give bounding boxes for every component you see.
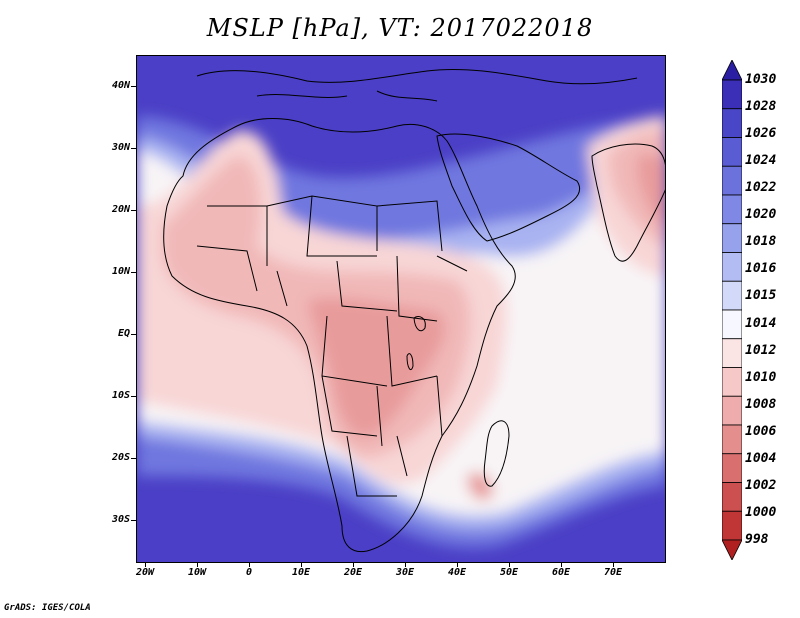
lat-label: 10S — [111, 390, 130, 401]
colorbar-level-label: 1002 — [745, 477, 777, 493]
lon-tick — [197, 563, 198, 567]
lon-label: 20E — [343, 567, 363, 578]
lat-label: 40N — [111, 80, 130, 91]
lat-label: 30N — [111, 142, 130, 153]
arabia-outline — [436, 133, 580, 242]
lon-tick — [249, 563, 250, 567]
pressure-map — [136, 55, 666, 563]
colorbar-cell — [722, 367, 742, 397]
india-outline — [591, 143, 665, 262]
lat-tick — [131, 272, 136, 273]
lon-tick — [457, 563, 458, 567]
colorbar-cell — [722, 79, 742, 110]
lon-label: 10E — [291, 567, 311, 578]
colorbar-cell — [722, 223, 742, 253]
lat-tick — [131, 148, 136, 149]
colorbar-level-label: 1004 — [745, 450, 777, 466]
colorbar-level-label: 1010 — [745, 369, 777, 385]
colorbar-cell — [722, 510, 742, 541]
lon-tick — [561, 563, 562, 567]
lat-label: 20S — [111, 452, 130, 463]
lat-label: EQ — [117, 328, 130, 339]
lon-label: 20W — [135, 567, 155, 578]
colorbar-level-label: 1018 — [745, 234, 777, 250]
lat-label: 20N — [111, 204, 130, 215]
lon-label: 70E — [603, 567, 623, 578]
lon-label: 30E — [395, 567, 415, 578]
colorbar-cell — [722, 424, 742, 455]
africa-coastline — [163, 118, 516, 553]
colorbar-cell — [722, 395, 742, 426]
colorbar-bottom-arrow — [722, 539, 742, 560]
colorbar — [722, 60, 742, 560]
lon-label: 0 — [245, 567, 253, 578]
lat-label: 10N — [111, 266, 130, 277]
colorbar-level-label: 998 — [745, 532, 769, 547]
colorbar-cell — [722, 137, 742, 167]
colorbar-cell — [722, 309, 742, 340]
colorbar-level-label: 1030 — [745, 72, 777, 87]
colorbar-level-label: 1028 — [745, 99, 777, 115]
colorbar-level-label: 1012 — [745, 342, 777, 358]
colorbar-cell — [722, 194, 742, 225]
colorbar-level-label: 1008 — [745, 396, 777, 412]
europe-coast-outline — [196, 68, 638, 102]
lat-tick — [131, 520, 136, 521]
lon-tick — [353, 563, 354, 567]
low-pressure-strong-zone — [307, 154, 665, 500]
lon-tick — [301, 563, 302, 567]
lat-label: 30S — [111, 514, 130, 525]
credit-text: GrADS: IGES/COLA — [4, 603, 91, 613]
lat-tick — [131, 458, 136, 459]
colorbar-cell — [722, 108, 742, 138]
lat-tick — [131, 396, 136, 397]
lat-tick — [131, 86, 136, 87]
colorbar-level-label: 1026 — [745, 126, 777, 142]
colorbar-level-label: 1022 — [745, 180, 777, 196]
low-pressure-mid-zone — [162, 129, 665, 458]
colorbar-level-label: 1024 — [745, 153, 777, 169]
lon-tick — [509, 563, 510, 567]
lon-label: 60E — [551, 567, 571, 578]
colorbar-level-label: 1015 — [745, 288, 777, 304]
lon-tick — [613, 563, 614, 567]
colorbar-level-label: 1016 — [745, 261, 777, 277]
lat-tick — [131, 210, 136, 211]
interior-borders — [196, 195, 468, 497]
colorbar-cell — [722, 165, 742, 196]
lon-label: 40E — [447, 567, 467, 578]
colorbar-top-arrow — [722, 60, 742, 81]
madagascar-outline — [483, 420, 510, 487]
lon-label: 50E — [499, 567, 519, 578]
pressure-field — [137, 56, 665, 562]
colorbar-level-label: 1006 — [745, 423, 777, 439]
lat-tick — [131, 334, 136, 335]
colorbar-cell — [722, 453, 742, 483]
lakes-outline — [406, 315, 426, 371]
map-title: MSLP [hPa], VT: 2017022018 — [206, 14, 594, 42]
lon-tick — [145, 563, 146, 567]
colorbar-cell — [722, 338, 742, 368]
colorbar-level-label: 1020 — [745, 207, 777, 223]
colorbar-cell — [722, 482, 742, 512]
colorbar-cell — [722, 280, 742, 311]
lon-tick — [405, 563, 406, 567]
country-borders — [163, 68, 665, 553]
lon-label: 10W — [187, 567, 207, 578]
colorbar-level-label: 1000 — [745, 504, 777, 520]
colorbar-level-label: 1014 — [745, 315, 777, 331]
colorbar-cell — [722, 252, 742, 282]
